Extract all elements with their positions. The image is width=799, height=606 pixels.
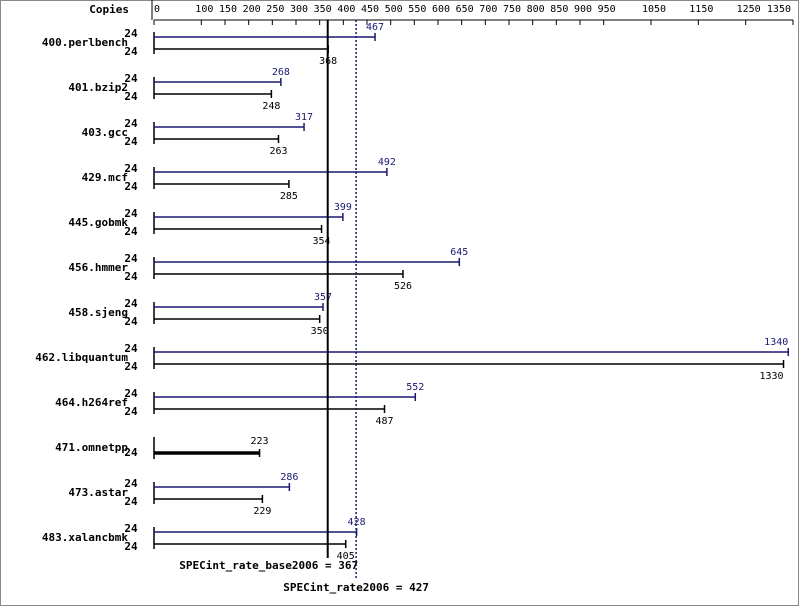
copies: 24 — [124, 225, 138, 238]
copies: 24 — [124, 297, 138, 310]
x-tick-label: 900 — [574, 4, 592, 15]
copies: 24 — [124, 477, 138, 490]
x-tick-label: 800 — [527, 4, 545, 15]
reference-label: SPECint_rate_base2006 = 367 — [179, 559, 358, 572]
x-tick-label: 150 — [219, 4, 237, 15]
value-label: 645 — [450, 247, 468, 258]
value-label: 229 — [253, 506, 271, 517]
value-label: 399 — [334, 202, 352, 213]
value-label: 1340 — [764, 337, 788, 348]
category-label: 464.h264ref — [55, 396, 128, 409]
value-label: 1330 — [759, 371, 783, 382]
copies: 24 — [124, 117, 138, 130]
value-label: 428 — [348, 517, 366, 528]
copies: 24 — [124, 540, 138, 553]
copies: 24 — [124, 495, 138, 508]
copies: 24 — [124, 315, 138, 328]
category-label: 400.perlbench — [42, 36, 128, 49]
x-tick-label: 650 — [456, 4, 474, 15]
value-label: 248 — [262, 101, 280, 112]
value-label: 317 — [295, 112, 313, 123]
category-label: 458.sjeng — [68, 306, 128, 319]
value-label: 223 — [251, 436, 269, 447]
copies: 24 — [124, 522, 138, 535]
category-label: 483.xalancbmk — [42, 531, 128, 544]
category-label: 429.mcf — [82, 171, 128, 184]
category-label: 473.astar — [68, 486, 128, 499]
x-tick-label: 350 — [314, 4, 332, 15]
value-label: 354 — [313, 236, 331, 247]
x-tick-label: 500 — [385, 4, 403, 15]
x-tick-label: 750 — [503, 4, 521, 15]
x-tick-label: 100 — [195, 4, 213, 15]
x-tick-label: 550 — [408, 4, 426, 15]
x-tick-label: 250 — [266, 4, 284, 15]
copies: 24 — [124, 27, 138, 40]
value-label: 405 — [337, 551, 355, 562]
x-tick-label: 1150 — [689, 4, 713, 15]
value-label: 286 — [280, 472, 298, 483]
category-label: 403.gcc — [82, 126, 128, 139]
copies: 24 — [124, 72, 138, 85]
x-tick-label: 950 — [598, 4, 616, 15]
category-label: 462.libquantum — [35, 351, 128, 364]
copies: 24 — [124, 270, 138, 283]
copies: 24 — [124, 90, 138, 103]
value-label: 263 — [269, 146, 287, 157]
x-tick-label: 300 — [290, 4, 308, 15]
copies: 24 — [124, 135, 138, 148]
x-tick-label: 200 — [243, 4, 261, 15]
copies: 24 — [124, 360, 138, 373]
copies: 24 — [124, 252, 138, 265]
value-label: 526 — [394, 281, 412, 292]
category-label: 456.hmmer — [68, 261, 128, 274]
x-tick-label: 1050 — [642, 4, 666, 15]
category-label: 471.omnetpp — [55, 441, 128, 454]
copies: 24 — [124, 45, 138, 58]
value-label: 492 — [378, 157, 396, 168]
x-tick-label: 400 — [337, 4, 355, 15]
value-label: 487 — [375, 416, 393, 427]
value-label: 467 — [366, 22, 384, 33]
value-label: 285 — [280, 191, 298, 202]
x-tick-label: 600 — [432, 4, 450, 15]
copies: 24 — [124, 162, 138, 175]
value-label: 552 — [406, 382, 424, 393]
value-label: 268 — [272, 67, 290, 78]
reference-label: SPECint_rate2006 = 427 — [283, 581, 429, 594]
value-label: 350 — [311, 326, 329, 337]
copies: 24 — [124, 387, 138, 400]
x-tick-label: 700 — [479, 4, 497, 15]
category-label: 401.bzip2 — [68, 81, 128, 94]
x-tick-label: 850 — [550, 4, 568, 15]
x-tick-label: 1350 — [767, 4, 791, 15]
copies: 24 — [124, 207, 138, 220]
category-label: 445.gobmk — [68, 216, 128, 229]
copies: 24 — [124, 180, 138, 193]
copies: 24 — [124, 405, 138, 418]
x-tick-label: 1250 — [737, 4, 761, 15]
copies: 24 — [124, 342, 138, 355]
value-label: 357 — [314, 292, 332, 303]
x-tick-label: 0 — [154, 4, 160, 15]
x-tick-label: 450 — [361, 4, 379, 15]
copies: 24 — [124, 446, 138, 459]
axis-label: Copies — [89, 3, 129, 16]
